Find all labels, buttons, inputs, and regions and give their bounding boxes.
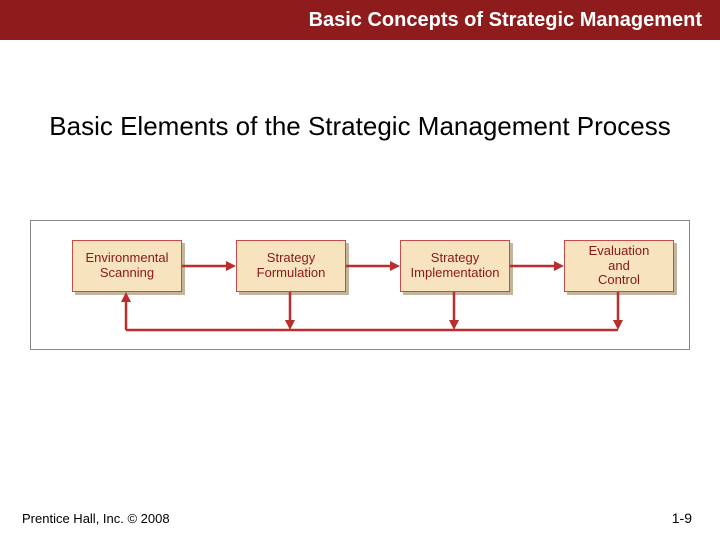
footer-copyright: Prentice Hall, Inc. © 2008 xyxy=(22,511,170,526)
slide: Basic Concepts of Strategic Management B… xyxy=(0,0,720,540)
footer-page-number: 1-9 xyxy=(672,510,692,526)
flow-arrows xyxy=(0,0,720,540)
